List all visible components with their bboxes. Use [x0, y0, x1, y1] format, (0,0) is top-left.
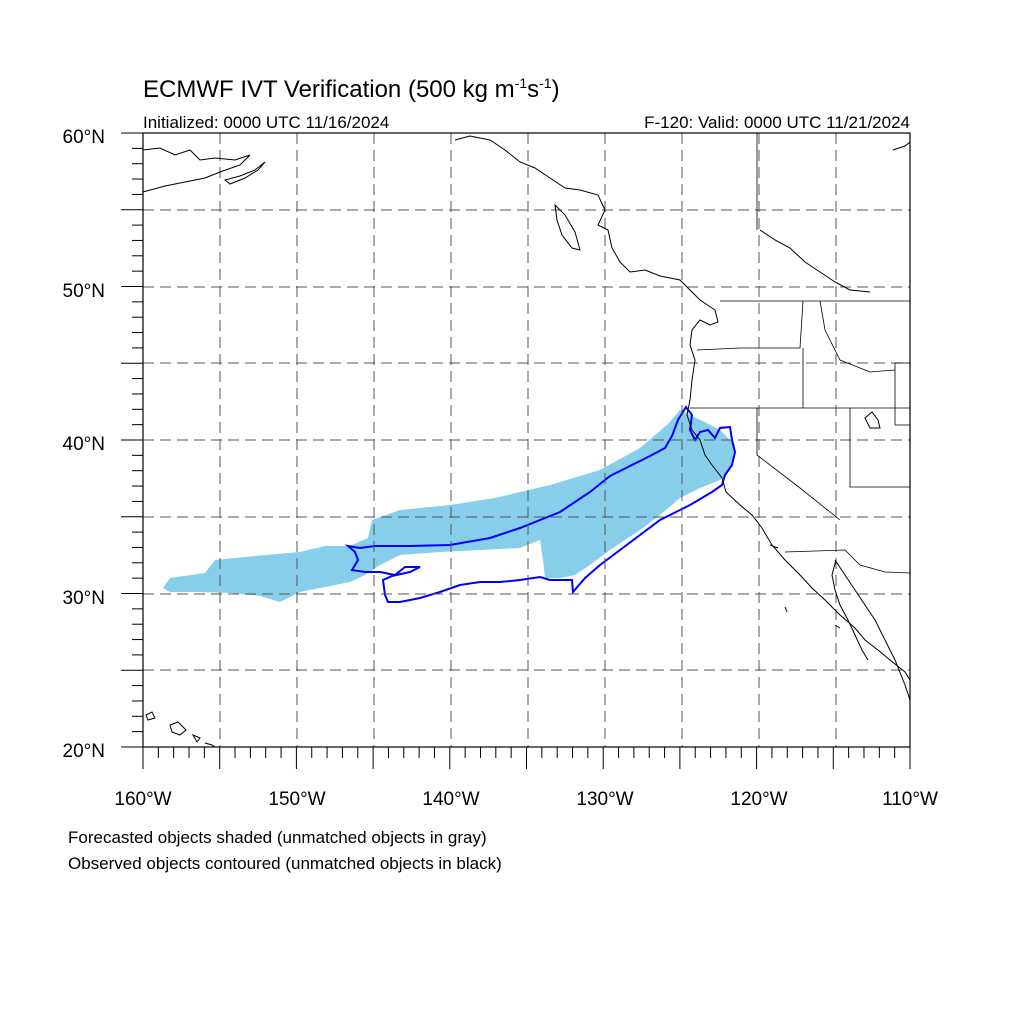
- lon-label-160w: 160°W: [114, 789, 171, 810]
- lat-axis-labels: 60°N 50°N 40°N 30°N 20°N: [63, 127, 105, 762]
- lon-axis-labels: 160°W 150°W 140°W 130°W 120°W 110°W: [114, 789, 938, 810]
- forecast-object-shaded: [163, 410, 735, 602]
- lat-label-40n: 40°N: [63, 434, 105, 455]
- init-time: Initialized: 0000 UTC 11/16/2024: [143, 113, 389, 132]
- lon-label-150w: 150°W: [268, 789, 325, 810]
- coastlines: [142, 135, 911, 748]
- map-panel: [121, 132, 911, 769]
- observed-object-contour: [344, 405, 737, 603]
- lat-label-50n: 50°N: [63, 281, 105, 302]
- figure-title: ECMWF IVT Verification (500 kg m-1s-1): [143, 75, 560, 103]
- lat-label-20n: 20°N: [63, 741, 105, 762]
- valid-time: F-120: Valid: 0000 UTC 11/21/2024: [644, 113, 910, 132]
- graticule: [143, 133, 910, 747]
- lon-label-140w: 140°W: [422, 789, 479, 810]
- legend-observed-note: Observed objects contoured (unmatched ob…: [68, 854, 502, 873]
- political-borders: [690, 133, 911, 574]
- lon-label-110w: 110°W: [882, 789, 938, 810]
- lat-label-30n: 30°N: [63, 588, 105, 609]
- lat-label-60n: 60°N: [63, 127, 105, 148]
- lon-label-120w: 120°W: [730, 789, 787, 810]
- axis-ticks: [121, 132, 911, 769]
- lon-label-130w: 130°W: [576, 789, 633, 810]
- legend-forecast-note: Forecasted objects shaded (unmatched obj…: [68, 828, 487, 847]
